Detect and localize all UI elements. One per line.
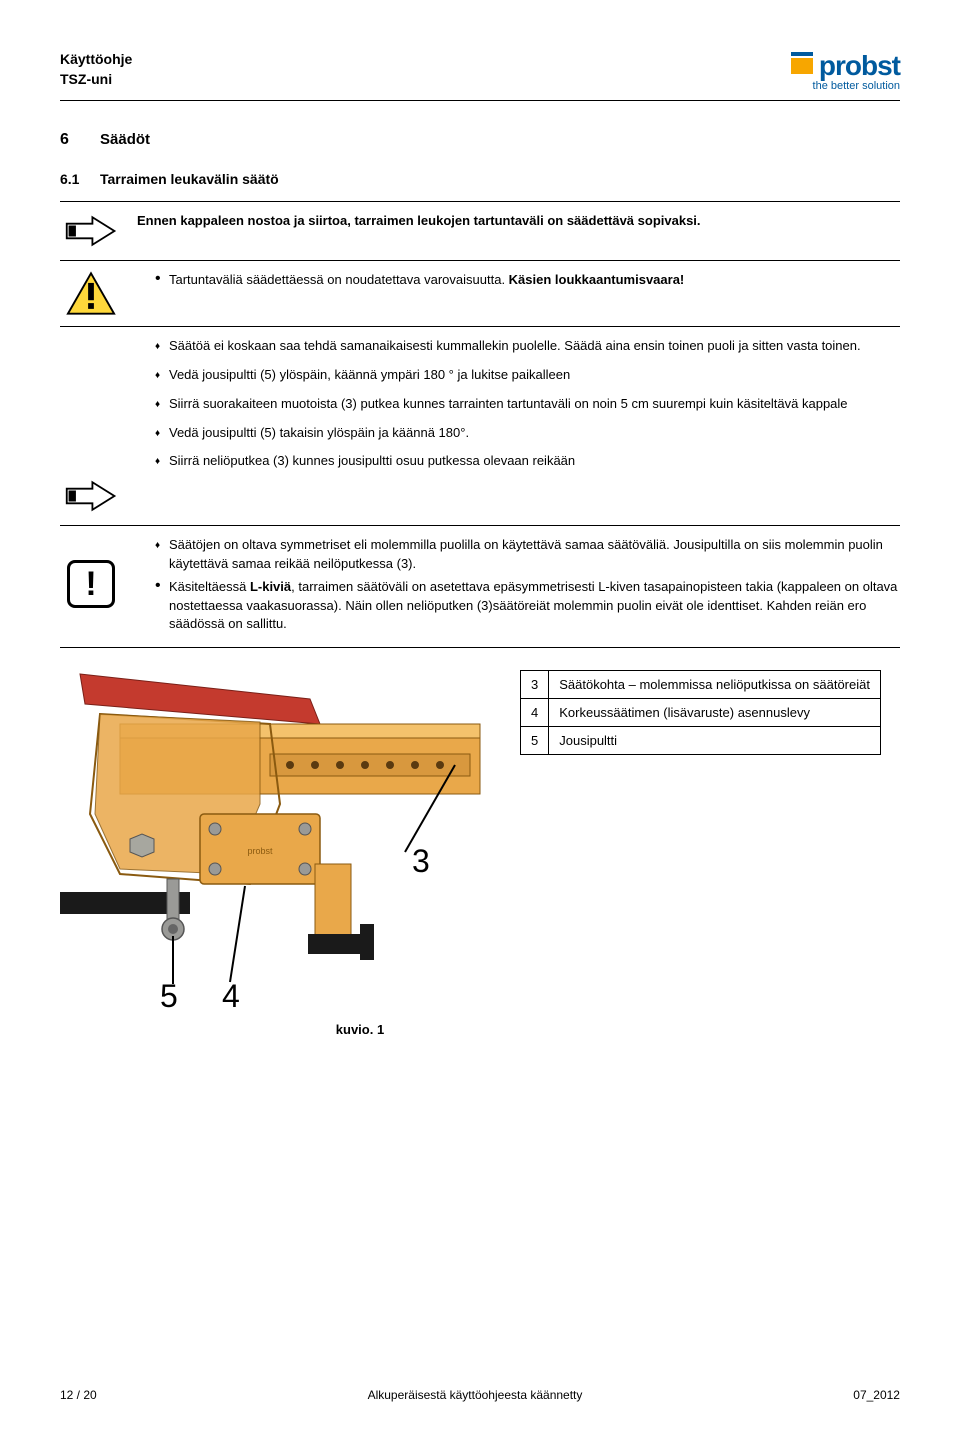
table-row: 4 Korkeussäätimen (lisävaruste) asennusl…	[521, 699, 881, 727]
warning-text-a: Tartuntaväliä säädettäessä on noudatetta…	[169, 272, 509, 287]
pointing-hand-icon	[64, 212, 119, 250]
subsection-number: 6.1	[60, 171, 90, 187]
legend-num: 5	[521, 727, 549, 755]
svg-text:5: 5	[160, 978, 178, 1014]
list-item: Säätöjen on oltava symmetriset eli molem…	[155, 536, 900, 574]
table-row: 3 Säätökohta – molemmissa neliöputkissa …	[521, 671, 881, 699]
list-item: Vedä jousipultti (5) ylöspäin, käännä ym…	[155, 366, 900, 385]
legend-text: Korkeussäätimen (lisävaruste) asennuslev…	[549, 699, 881, 727]
subsection-title: Tarraimen leukavälin säätö	[100, 171, 279, 187]
legend-table: 3 Säätökohta – molemmissa neliöputkissa …	[520, 670, 881, 755]
figure-caption: kuvio. 1	[220, 1022, 500, 1037]
warning-item: Tartuntaväliä säädettäessä on noudatetta…	[155, 271, 900, 290]
list-item: Säätöä ei koskaan saa tehdä samanaikaise…	[155, 337, 900, 356]
note-bold: L-kiviä	[250, 579, 291, 594]
brand-logo: probst the better solution	[791, 50, 900, 92]
pointing-hand-icon	[64, 477, 119, 515]
svg-text:4: 4	[222, 978, 240, 1014]
exclamation-icon: !	[67, 560, 115, 608]
legend-num: 3	[521, 671, 549, 699]
figure-image: probst 3 4	[60, 664, 500, 1014]
logo-tagline: the better solution	[813, 80, 900, 92]
list-item: Vedä jousipultti (5) takaisin ylöspäin j…	[155, 424, 900, 443]
list-item: Käsiteltäessä L-kiviä, tarraimen säätövä…	[155, 578, 900, 635]
footer-center: Alkuperäisestä käyttöohjeesta käännetty	[368, 1388, 583, 1402]
header-title-1: Käyttöohje	[60, 50, 132, 70]
page-footer: 12 / 20 Alkuperäisestä käyttöohjeesta kä…	[60, 1388, 900, 1402]
warning-text-b: Käsien loukkaantumisvaara!	[509, 272, 685, 287]
legend-text: Jousipultti	[549, 727, 881, 755]
warning-triangle-icon	[66, 271, 116, 316]
doc-header: Käyttöohje TSZ-uni	[60, 50, 132, 89]
svg-text:probst: probst	[247, 846, 273, 856]
footer-left: 12 / 20	[60, 1388, 97, 1402]
logo-name: probst	[819, 50, 900, 82]
list-item: Siirrä suorakaiteen muotoista (3) putkea…	[155, 395, 900, 414]
legend-text: Säätökohta – molemmissa neliöputkissa on…	[549, 671, 881, 699]
footer-right: 07_2012	[853, 1388, 900, 1402]
table-row: 5 Jousipultti	[521, 727, 881, 755]
list-item: Siirrä neliöputkea (3) kunnes jousipultt…	[155, 452, 900, 471]
legend-num: 4	[521, 699, 549, 727]
header-title-2: TSZ-uni	[60, 70, 132, 90]
section-number: 6	[60, 131, 90, 149]
header-rule	[60, 100, 900, 101]
note-pre: Käsiteltäessä	[169, 579, 250, 594]
logo-mark-icon	[791, 58, 813, 74]
intro-text: Ennen kappaleen nostoa ja siirtoa, tarra…	[137, 213, 701, 228]
section-title: Säädöt	[100, 131, 150, 149]
svg-text:3: 3	[412, 843, 430, 879]
